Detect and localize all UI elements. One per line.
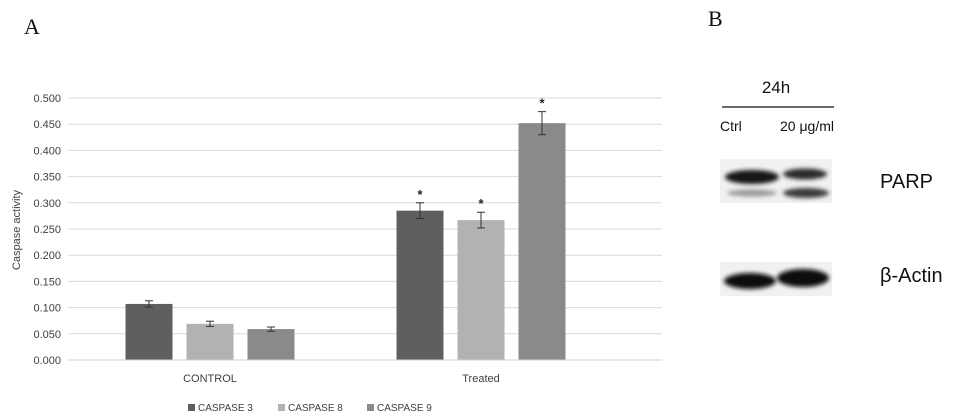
error-bar	[477, 211, 485, 229]
error-bar	[206, 320, 214, 327]
actin-band-treated	[777, 269, 829, 287]
error-bar	[538, 111, 546, 136]
bar	[125, 303, 173, 360]
legend-swatch-caspase-3	[188, 404, 195, 411]
y-axis-title: Caspase activity	[11, 189, 23, 270]
y-tick-label: 0.300	[33, 198, 61, 210]
parp-band-treated-full	[783, 168, 827, 180]
bar-chart: 0.000 0.050 0.100 0.150 0.200 0.250 0.300 0.350…	[11, 93, 662, 414]
category-label-treated: Treated	[462, 373, 500, 385]
legend-swatch-caspase-9	[367, 404, 374, 411]
legend-label-caspase-9: CASPASE 9	[377, 403, 432, 414]
y-tick-label: 0.500	[33, 93, 61, 105]
protein-label-parp: PARP	[880, 171, 933, 193]
legend-label-caspase-8: CASPASE 8	[288, 403, 343, 414]
lane-label-treated: 20 μg/ml	[780, 118, 834, 134]
significance-marks: * * *	[417, 96, 545, 212]
y-tick-label: 0.150	[33, 276, 61, 288]
bar	[396, 210, 444, 360]
category-label-control: CONTROL	[183, 373, 237, 385]
lane-label-ctrl: Ctrl	[720, 118, 742, 134]
y-tick-label: 0.200	[33, 250, 61, 262]
panel-label-b: B	[708, 6, 723, 31]
y-tick-label: 0.400	[33, 145, 61, 157]
significance-star: *	[539, 96, 545, 111]
legend-swatch-caspase-8	[278, 404, 285, 411]
gridlines	[68, 97, 662, 335]
y-tick-label: 0.050	[33, 329, 61, 341]
bar	[247, 329, 295, 360]
parp-band-treated-cleaved	[783, 188, 829, 198]
y-tick-label: 0.100	[33, 303, 61, 315]
y-tick-label: 0.250	[33, 224, 61, 236]
y-tick-label: 0.450	[33, 119, 61, 131]
error-bar	[267, 326, 275, 332]
legend-label-caspase-3: CASPASE 3	[198, 403, 253, 414]
error-bars	[145, 111, 546, 332]
bar	[457, 220, 505, 360]
protein-label-beta-actin: β-Actin	[880, 265, 943, 287]
parp-band-ctrl	[725, 170, 779, 184]
significance-star: *	[478, 196, 484, 211]
bars	[125, 123, 566, 360]
significance-star: *	[417, 187, 423, 202]
western-blot: 24h Ctrl 20 μg/ml PARP β-Actin	[720, 78, 943, 296]
panel-label-a: A	[24, 14, 40, 39]
timepoint-label: 24h	[762, 78, 790, 97]
bar	[518, 123, 566, 360]
error-bar	[145, 300, 153, 308]
y-tick-label: 0.000	[33, 355, 61, 367]
parp-band-ctrl-faint	[727, 189, 777, 197]
bar	[186, 323, 234, 360]
actin-band-ctrl	[724, 273, 776, 289]
y-tick-labels: 0.000 0.050 0.100 0.150 0.200 0.250 0.300 0.350…	[33, 93, 61, 367]
error-bar	[416, 202, 424, 220]
y-tick-label: 0.350	[33, 172, 61, 184]
legend: CASPASE 3 CASPASE 8 CASPASE 9	[188, 403, 432, 414]
